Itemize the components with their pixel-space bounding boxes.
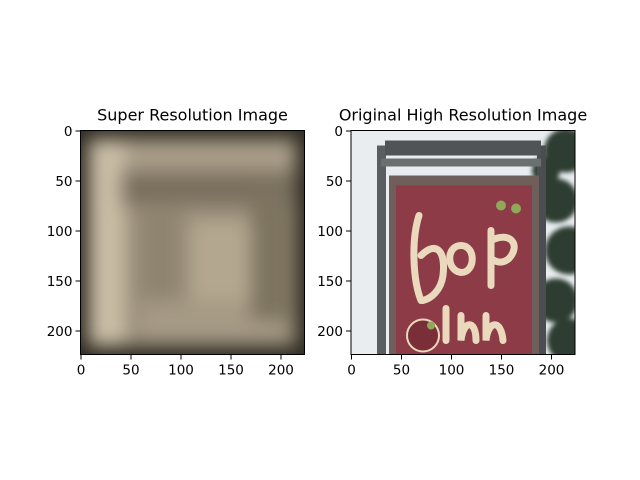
axes-frame xyxy=(80,130,305,355)
x-tick-label: 150 xyxy=(218,363,244,379)
axes-title: Original High Resolution Image xyxy=(339,106,587,125)
y-tick-label: 100 xyxy=(317,224,343,240)
x-tick-label: 200 xyxy=(539,363,565,379)
y-tick-label: 150 xyxy=(317,274,343,290)
y-tick-label: 200 xyxy=(317,324,343,340)
y-tick-label: 150 xyxy=(47,274,73,290)
x-tick-label: 100 xyxy=(168,363,194,379)
axes-frame xyxy=(350,130,576,355)
x-tick-label: 200 xyxy=(268,363,294,379)
super-resolution-image xyxy=(80,130,305,355)
y-tick-label: 0 xyxy=(334,124,343,140)
x-tick-label: 0 xyxy=(347,363,356,379)
axes-title: Super Resolution Image xyxy=(97,106,288,125)
y-tick-label: 50 xyxy=(326,174,343,190)
y-tick-label: 100 xyxy=(47,224,73,240)
y-tick-label: 200 xyxy=(47,324,73,340)
x-tick-label: 100 xyxy=(439,363,465,379)
x-tick-label: 0 xyxy=(77,363,86,379)
y-tick-label: 50 xyxy=(55,174,72,190)
x-tick-label: 50 xyxy=(393,363,410,379)
x-tick-label: 50 xyxy=(122,363,139,379)
y-tick-label: 0 xyxy=(64,124,73,140)
original-image xyxy=(351,130,575,355)
x-tick-label: 150 xyxy=(489,363,515,379)
